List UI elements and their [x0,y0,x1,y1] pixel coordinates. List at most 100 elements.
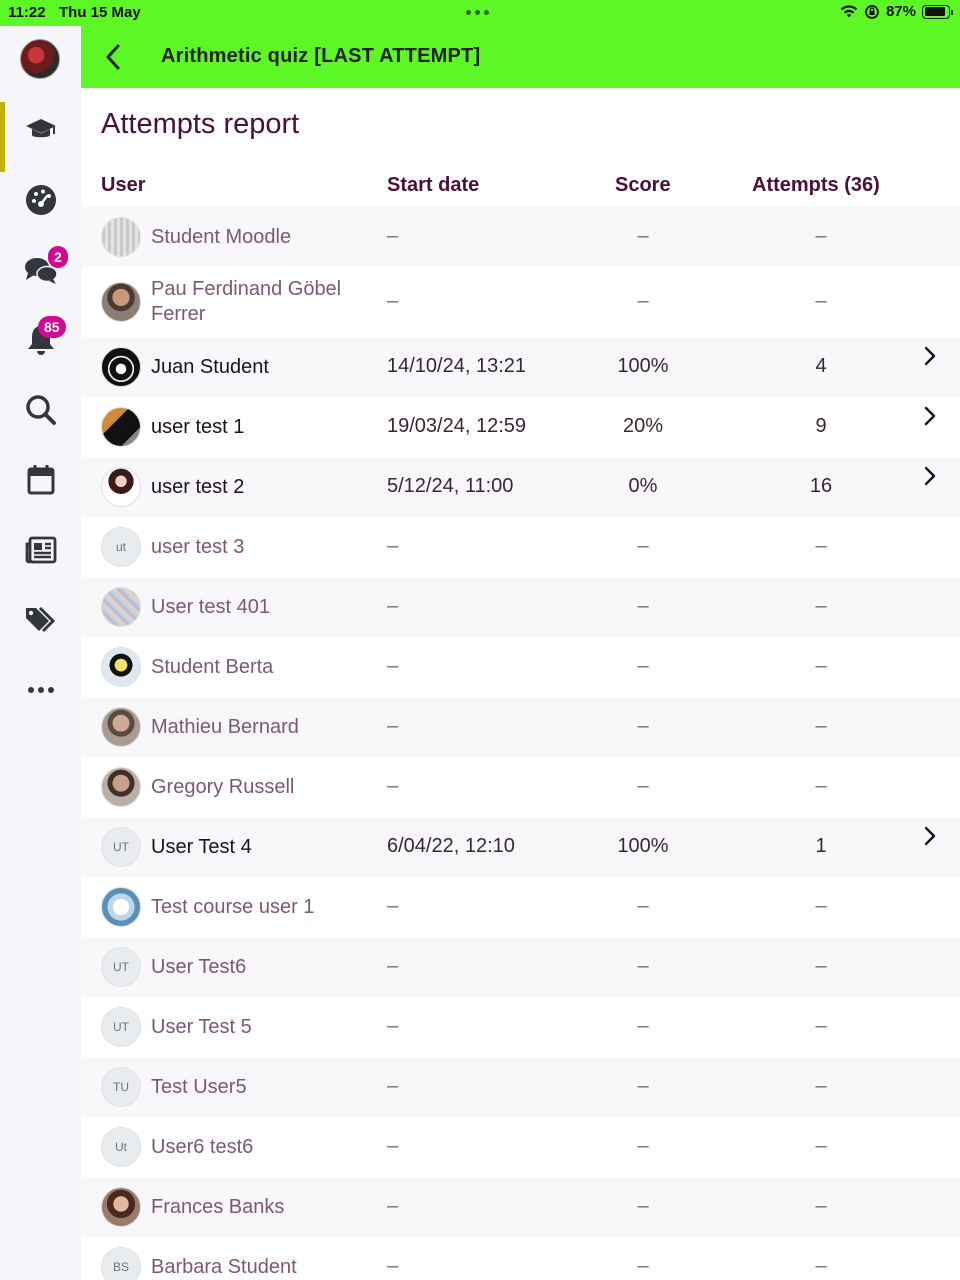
start-date-cell: 19/03/24, 12:59 [387,415,527,437]
avatar [101,887,141,927]
table-row[interactable]: user test 2 5/12/24, 11:00 0% 16 [81,457,960,517]
sidebar-top [0,26,81,88]
start-date-cell: – [387,1135,399,1157]
attempts-cell: – [815,655,827,677]
attempts-cell: – [815,1135,827,1157]
score-cell: – [637,1015,649,1037]
user-name: Mathieu Bernard [151,716,299,738]
chevron-right-icon[interactable] [919,825,941,847]
score-cell: – [637,290,649,312]
notifications-badge: 85 [38,316,66,338]
battery-percent: 87% [885,3,916,20]
attempts-cell: – [815,955,827,977]
start-date-cell: – [387,895,399,917]
more-icon [27,687,54,693]
score-cell: – [637,895,649,917]
newspaper-icon [25,536,56,564]
attempts-cell: – [815,595,827,617]
avatar: ut [101,527,141,567]
table-row: Student Berta – – – [81,637,960,697]
chevron-right-icon[interactable] [919,345,941,367]
avatar [101,647,141,687]
score-cell: – [637,715,649,737]
score-cell: – [637,1135,649,1157]
user-name: Test User5 [151,1076,247,1098]
attempts-cell: – [815,895,827,917]
sidebar-item-notifications[interactable]: 85 [0,305,81,375]
user-name: Gregory Russell [151,776,295,798]
table-row[interactable]: user test 1 19/03/24, 12:59 20% 9 [81,397,960,457]
chat-icon [24,258,58,284]
status-date: Thu 15 May [59,4,141,21]
sidebar-item-more[interactable] [0,655,81,725]
avatar [101,217,141,257]
user-avatar[interactable] [20,39,60,79]
multitasking-dots-icon[interactable] [466,10,489,15]
table-row: Student Moodle – – – [81,207,960,267]
sidebar-item-news[interactable] [0,515,81,585]
page-title: Attempts report [101,108,300,140]
user-name: Pau Ferdinand Göbel Ferrer [151,278,342,325]
start-date-cell: – [387,1255,399,1277]
sidebar-item-tags[interactable] [0,585,81,655]
table-row[interactable]: Juan Student 14/10/24, 13:21 100% 4 [81,337,960,397]
attempts-cell: – [815,535,827,557]
gauge-icon [25,185,56,215]
sidebar-item-search[interactable] [0,375,81,445]
score-cell: 20% [622,415,664,437]
sidebar-item-courses[interactable] [0,95,81,172]
table-row: BS Barbara Student – – – [81,1237,960,1280]
graduation-cap-icon [25,119,56,138]
avatar: UT [101,1007,141,1047]
calendar-icon [27,465,54,495]
score-cell: – [637,535,649,557]
column-header-user: User [101,174,146,196]
start-date-cell: – [387,225,399,247]
score-cell: – [637,775,649,797]
table-row: UT User Test 5 – – – [81,997,960,1057]
score-cell: – [637,595,649,617]
attempts-cell: 4 [815,355,827,377]
avatar: Ut [101,1127,141,1167]
avatar: UT [101,827,141,867]
search-icon [25,395,56,425]
score-cell: 0% [628,475,658,497]
table-row: TU Test User5 – – – [81,1057,960,1117]
start-date-cell: 6/04/22, 12:10 [387,835,515,857]
avatar [101,587,141,627]
back-button[interactable] [98,40,128,74]
table-row: Gregory Russell – – – [81,757,960,817]
battery-icon [922,4,953,19]
attempts-cell: – [815,715,827,737]
column-header-start-date: Start date [387,174,480,196]
messages-badge: 2 [48,246,68,268]
sidebar-item-calendar[interactable] [0,445,81,515]
user-name: Student Berta [151,656,274,678]
start-date-cell: – [387,595,399,617]
user-name: Test course user 1 [151,896,315,918]
start-date-cell: – [387,775,399,797]
chevron-right-icon[interactable] [919,465,941,487]
user-name: Barbara Student [151,1256,297,1278]
sidebar-item-dashboard[interactable] [0,165,81,235]
attempts-cell: – [815,1075,827,1097]
start-date-cell: – [387,535,399,557]
table-row[interactable]: UT User Test 4 6/04/22, 12:10 100% 1 [81,817,960,877]
attempts-cell: 16 [809,475,833,497]
start-date-cell: – [387,655,399,677]
battery-fill [924,7,945,16]
table-row: Ut User6 test6 – – – [81,1117,960,1177]
avatar [101,282,141,322]
sidebar-item-messages[interactable]: 2 [0,235,81,305]
avatar [101,407,141,447]
user-name: User Test6 [151,956,247,978]
chevron-right-icon[interactable] [919,405,941,427]
table-row: Frances Banks – – – [81,1177,960,1237]
status-bar: 11:22 Thu 15 May 87% [0,0,960,26]
score-cell: – [637,225,649,247]
start-date-cell: – [387,1015,399,1037]
table-row: Pau Ferdinand Göbel Ferrer – – – [81,267,960,337]
score-cell: – [637,955,649,977]
user-name: User6 test6 [151,1136,254,1158]
avatar: BS [101,1247,141,1280]
